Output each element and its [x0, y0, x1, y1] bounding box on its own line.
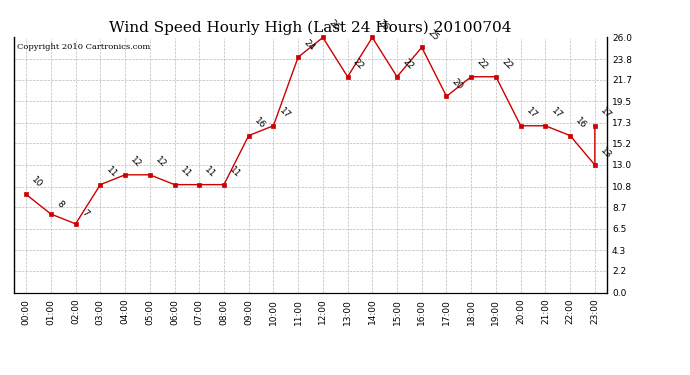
Text: 11: 11 [104, 165, 119, 180]
Text: Copyright 2010 Cartronics.com: Copyright 2010 Cartronics.com [17, 43, 150, 51]
Text: 7: 7 [79, 209, 90, 219]
Text: 11: 11 [203, 165, 217, 180]
Text: 22: 22 [351, 57, 366, 72]
Text: 16: 16 [253, 116, 267, 130]
Text: 26: 26 [376, 18, 391, 33]
Text: 13: 13 [598, 146, 613, 160]
Text: 25: 25 [426, 28, 440, 42]
Text: 17: 17 [277, 106, 292, 121]
Text: 17: 17 [598, 106, 613, 121]
Text: 12: 12 [129, 156, 144, 170]
Title: Wind Speed Hourly High (Last 24 Hours) 20100704: Wind Speed Hourly High (Last 24 Hours) 2… [109, 21, 512, 35]
Text: 22: 22 [401, 57, 415, 72]
Text: 8: 8 [55, 199, 65, 209]
Text: 17: 17 [549, 106, 564, 121]
Text: 12: 12 [153, 156, 168, 170]
Text: 22: 22 [475, 57, 489, 72]
Text: 22: 22 [500, 57, 514, 72]
Text: 17: 17 [524, 106, 539, 121]
Text: 11: 11 [228, 165, 242, 180]
Text: 16: 16 [574, 116, 589, 130]
Text: 11: 11 [178, 165, 193, 180]
Text: 26: 26 [326, 18, 341, 33]
Text: 10: 10 [30, 175, 44, 189]
Text: 24: 24 [302, 38, 316, 52]
Text: 20: 20 [450, 77, 464, 92]
